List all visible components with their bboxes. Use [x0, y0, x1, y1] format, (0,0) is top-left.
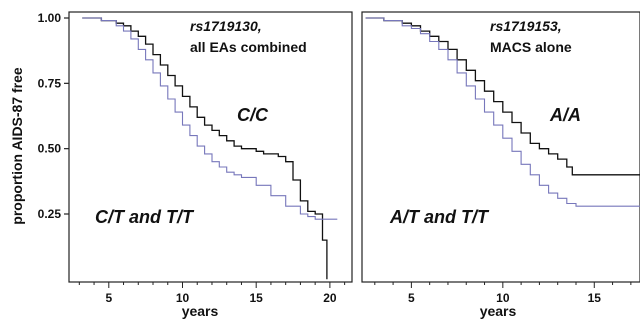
genotype-label-cc: C/C [237, 105, 269, 125]
x-tick-label: 5 [105, 291, 112, 305]
snp-label-left: rs1719130, [190, 18, 262, 34]
panel-left: 1.00 0.75 0.50 0.25 5 10 15 20 rs1719130, all … [38, 11, 353, 319]
x-ticks-left: 5 10 15 20 [78, 282, 346, 305]
x-tick-label: 10 [176, 291, 190, 305]
x-tick-label: 10 [496, 291, 510, 305]
survival-curve-c-t-and-t-t [82, 17, 338, 220]
y-ticks: 1.00 0.75 0.50 0.25 [38, 11, 69, 221]
x-axis-title-right: years [480, 303, 517, 319]
y-tick-label: 0.25 [38, 207, 62, 221]
genotype-label-aa: A/A [549, 105, 581, 125]
survival-curve-a-a [365, 17, 640, 176]
x-tick-label: 20 [323, 291, 337, 305]
survival-curve-c-c [82, 17, 328, 280]
plot-frame-right [361, 11, 640, 283]
x-axis-title-left: years [182, 303, 219, 319]
genotype-label-at-tt: A/T and T/T [389, 207, 490, 227]
y-tick-label: 1.00 [38, 11, 62, 25]
y-axis-title: proportion AIDS-87 free [9, 67, 25, 225]
survival-curve-a-t-and-t-t [365, 17, 640, 207]
snp-label-right: rs1719153, [490, 18, 562, 34]
x-tick-label: 5 [408, 291, 415, 305]
panel-right: 5 10 15 rs1719153, MACS alone A/A A/T and … [361, 11, 640, 319]
cohort-label-right: MACS alone [490, 39, 572, 55]
x-tick-label: 15 [588, 291, 602, 305]
genotype-label-ct-tt: C/T and T/T [95, 207, 195, 227]
x-ticks-right: 5 10 15 [374, 282, 632, 305]
curves-right [365, 17, 640, 207]
y-tick-label: 0.50 [38, 142, 62, 156]
x-tick-label: 15 [250, 291, 264, 305]
cohort-label-left: all EAs combined [190, 39, 307, 55]
y-tick-label: 0.75 [38, 76, 62, 90]
plot-frame-left [68, 11, 353, 283]
curves-left [82, 17, 338, 280]
